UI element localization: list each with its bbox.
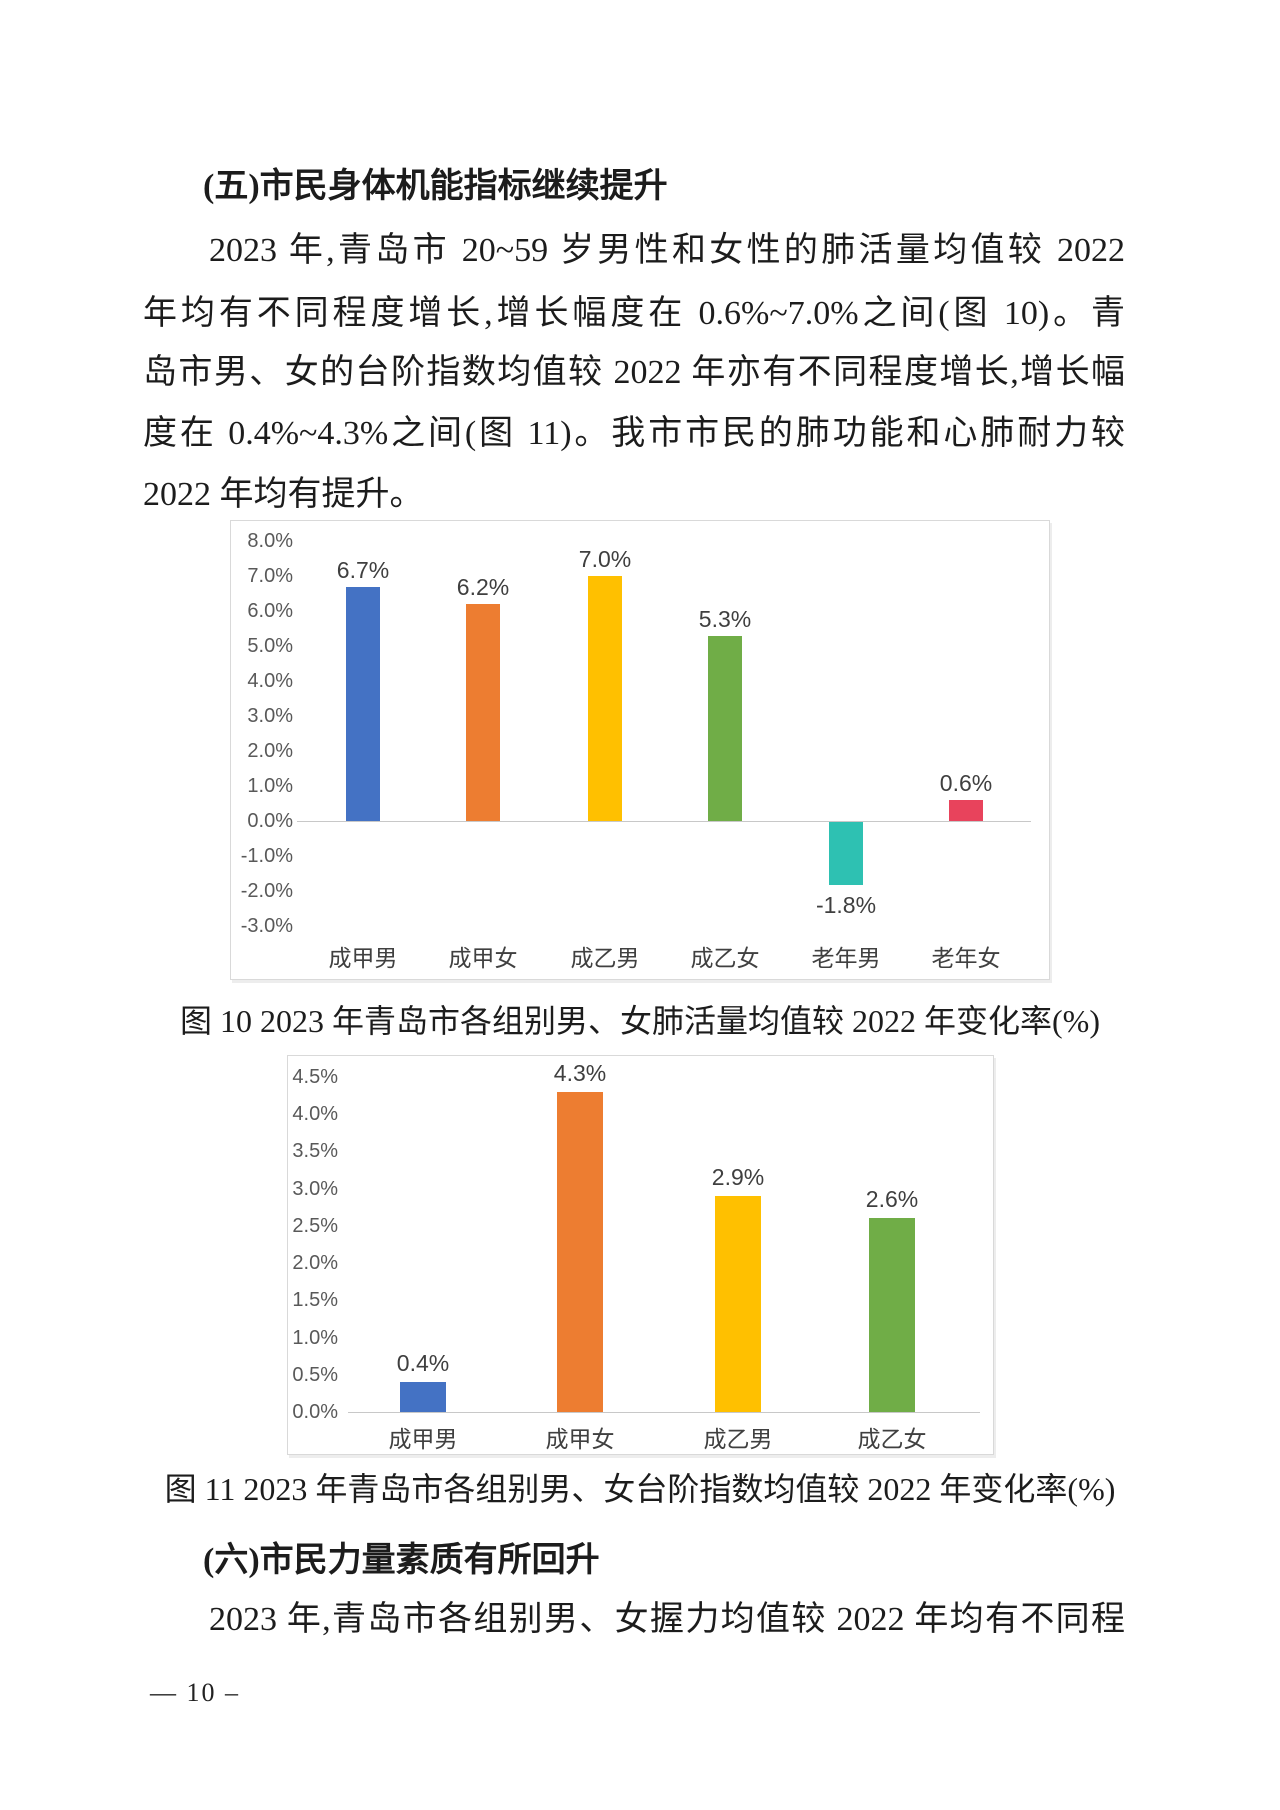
bar-category-label: 成乙女 bbox=[690, 945, 760, 971]
bar-value-label: 7.0% bbox=[578, 546, 632, 572]
y-axis-tick-label: 4.0% bbox=[247, 670, 293, 692]
bar bbox=[557, 1091, 603, 1412]
y-axis-tick-label: 3.0% bbox=[292, 1177, 338, 1200]
paragraph1-line4: 度在 0.4%~4.3%之间(图 11)。我市市民的肺功能和心肺耐力较 bbox=[143, 415, 1125, 452]
bar bbox=[869, 1218, 915, 1412]
bar bbox=[708, 635, 742, 821]
y-axis-tick-label: 4.5% bbox=[292, 1065, 338, 1088]
bar-category-label: 成乙男 bbox=[570, 945, 640, 971]
bar-category-label: 老年男 bbox=[811, 945, 881, 971]
paragraph1-line3: 岛市男、女的台阶指数均值较 2022 年亦有不同程度增长,增长幅 bbox=[143, 354, 1125, 391]
bar-category-label: 成甲男 bbox=[328, 945, 398, 971]
fig10-bar-chart: 8.0% 7.0% 6.0% 5.0% 4.0% 3.0% 2.0% 1.0% 0.0% -1.0… bbox=[230, 520, 1050, 980]
bar-category-label: 成乙男 bbox=[703, 1426, 773, 1452]
bar bbox=[715, 1195, 761, 1412]
bar bbox=[588, 576, 622, 821]
bar-value-label: 0.6% bbox=[939, 770, 993, 796]
y-axis-tick-label: 5.0% bbox=[247, 635, 293, 657]
bar-value-label: -1.8% bbox=[815, 892, 877, 918]
bar-value-label: 0.4% bbox=[396, 1350, 450, 1377]
bar bbox=[466, 604, 500, 821]
y-axis-tick-label: 0.0% bbox=[292, 1401, 338, 1423]
paragraph2-line1: 2023 年,青岛市各组别男、女握力均值较 2022 年均有不同程 bbox=[209, 1601, 1125, 1638]
y-axis-tick-label: 7.0% bbox=[247, 565, 293, 587]
y-axis-tick-label: -2.0% bbox=[240, 880, 293, 902]
bar bbox=[949, 800, 983, 821]
bar-category-label: 成甲女 bbox=[545, 1426, 615, 1452]
paragraph1-line5: 2022 年均有提升。 bbox=[143, 476, 424, 513]
y-axis-tick-label: 2.0% bbox=[247, 740, 293, 762]
y-axis-tick-label: 2.5% bbox=[292, 1214, 338, 1237]
y-axis-tick-label: 0.5% bbox=[292, 1363, 338, 1386]
paragraph1-line2: 年均有不同程度增长,增长幅度在 0.6%~7.0%之间(图 10)。青 bbox=[143, 295, 1125, 332]
y-axis-tick-label: 0.0% bbox=[247, 810, 293, 832]
fig10-x-axis-line bbox=[297, 821, 1031, 822]
y-axis-tick-label: 2.0% bbox=[292, 1252, 338, 1274]
fig11-x-axis-line bbox=[348, 1412, 980, 1413]
y-axis-tick-label: 6.0% bbox=[247, 600, 293, 622]
y-axis-tick-label: 1.0% bbox=[292, 1326, 338, 1349]
bar-value-label: 2.6% bbox=[865, 1186, 919, 1213]
bar-value-label: 6.2% bbox=[456, 574, 510, 600]
y-axis-tick-label: 8.0% bbox=[247, 530, 293, 552]
fig11-bar-chart: 4.5% 4.0% 3.5% 3.0% 2.5% 2.0% 1.5% 1.0% 0.5% 0.0%… bbox=[287, 1055, 994, 1455]
bar-value-label: 2.9% bbox=[711, 1163, 765, 1190]
bar-category-label: 老年女 bbox=[931, 945, 1001, 971]
fig11-caption: 图 11 2023 年青岛市各组别男、女台阶指数均值较 2022 年变化率(%) bbox=[164, 1471, 1116, 1507]
page-number: — 10 – bbox=[150, 1678, 240, 1707]
y-axis-tick-label: 1.5% bbox=[292, 1289, 338, 1312]
y-axis-tick-label: 4.0% bbox=[292, 1103, 338, 1125]
bar-value-label: 6.7% bbox=[336, 556, 390, 583]
bar bbox=[400, 1382, 446, 1412]
bar-category-label: 成甲男 bbox=[388, 1426, 458, 1452]
section6-heading: (六)市民力量素质有所回升 bbox=[203, 1542, 600, 1579]
bar-value-label: 4.3% bbox=[553, 1059, 607, 1086]
bar-value-label: 5.3% bbox=[698, 605, 752, 632]
bar-category-label: 成甲女 bbox=[448, 945, 518, 971]
bar-category-label: 成乙女 bbox=[857, 1426, 927, 1452]
y-axis-tick-label: 3.5% bbox=[292, 1140, 338, 1163]
bar bbox=[829, 822, 863, 885]
paragraph1-line1: 2023 年,青岛市 20~59 岁男性和女性的肺活量均值较 2022 bbox=[209, 232, 1125, 269]
fig10-caption: 图 10 2023 年青岛市各组别男、女肺活量均值较 2022 年变化率(%) bbox=[180, 1003, 1100, 1039]
y-axis-tick-label: 3.0% bbox=[247, 705, 293, 727]
bar bbox=[346, 586, 380, 821]
y-axis-tick-label: -1.0% bbox=[240, 845, 293, 867]
y-axis-tick-label: 1.0% bbox=[247, 775, 293, 797]
section5-heading: (五)市民身体机能指标继续提升 bbox=[203, 168, 668, 205]
y-axis-tick-label: -3.0% bbox=[240, 915, 293, 937]
